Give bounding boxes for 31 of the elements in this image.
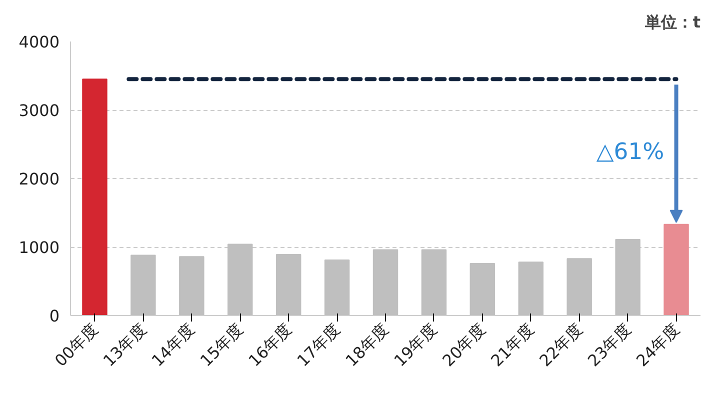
bar bbox=[82, 78, 108, 316]
x-tick-label: 18年度 bbox=[342, 320, 392, 370]
y-tick-label: 3000 bbox=[18, 101, 60, 120]
x-tick-label: 22年度 bbox=[536, 320, 586, 370]
bar bbox=[179, 256, 204, 316]
text: 単位：t bbox=[644, 12, 701, 32]
y-tick-label: 2000 bbox=[18, 170, 60, 188]
bar bbox=[566, 258, 592, 316]
bar bbox=[470, 262, 496, 316]
x-tick-label: 13年度 bbox=[99, 320, 150, 370]
bar bbox=[421, 249, 447, 316]
x-tick-label: 16年度 bbox=[244, 320, 296, 370]
y-tick-label: 0 bbox=[49, 306, 60, 326]
bar bbox=[372, 249, 398, 316]
bar bbox=[615, 238, 640, 316]
y-tick-label: 1000 bbox=[18, 238, 60, 257]
x-tick-label: 21年度 bbox=[487, 320, 538, 370]
x-tick-label: 20年度 bbox=[438, 320, 490, 370]
x-tick-label: 24年度 bbox=[632, 320, 683, 370]
x-tick-label: 17年度 bbox=[293, 320, 344, 370]
x-tick-label: 19年度 bbox=[390, 320, 441, 370]
x-tick-label: 14年度 bbox=[148, 320, 198, 370]
bar bbox=[130, 254, 156, 316]
bar bbox=[276, 254, 302, 316]
bar bbox=[518, 262, 544, 316]
x-tick-label: 23年度 bbox=[584, 320, 635, 370]
x-tick-label: 15年度 bbox=[196, 320, 247, 370]
y-tick-label: 4000 bbox=[18, 32, 60, 52]
bar bbox=[324, 260, 350, 316]
bar bbox=[228, 244, 253, 316]
annotation: △61% bbox=[596, 138, 664, 165]
